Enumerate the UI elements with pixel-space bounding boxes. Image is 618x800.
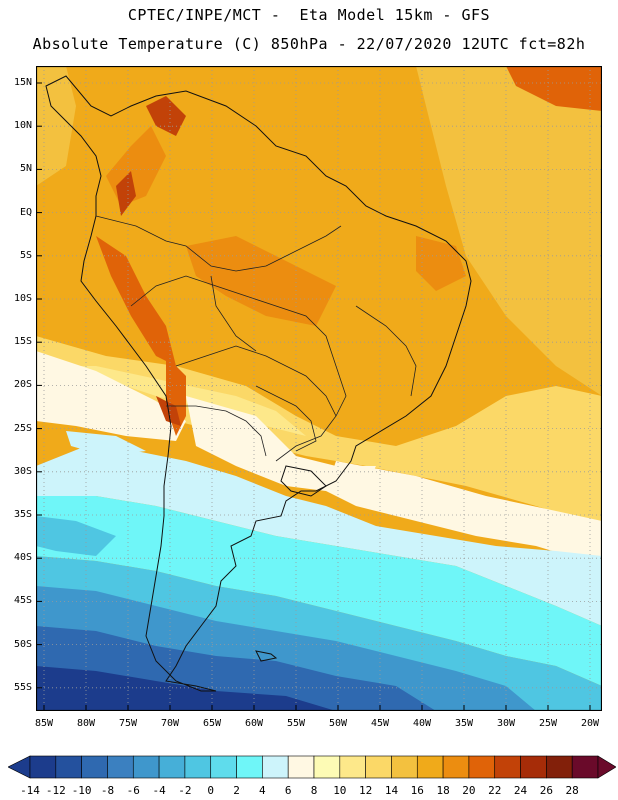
colorbar-label: 20 [462,784,476,797]
colorbar-label: 10 [333,784,347,797]
lon-label: 60W [244,718,264,729]
map-canvas [36,66,602,711]
colorbar-label: 2 [233,784,240,797]
colorbar-label: 14 [384,784,399,797]
colorbar-label: -12 [45,784,66,797]
colorbar-segment [236,755,263,779]
colorbar-label: 18 [436,784,450,797]
colorbar-segment [210,755,237,779]
lat-label: 10S [13,293,32,304]
colorbar-label: 6 [284,784,292,797]
colorbar-segment [520,755,547,779]
colorbar-segment [494,755,521,779]
lon-label: 65W [202,718,222,729]
lon-label: 35W [454,718,474,729]
lon-label: 30W [496,718,516,729]
lat-label: 15S [13,336,32,348]
lon-label: 25W [538,718,558,729]
lon-label: 55W [286,718,306,729]
colorbar-segment [313,755,341,779]
colorbar-low-extend [8,755,31,779]
lat-label: 55S [13,681,32,693]
map-frame [36,66,602,711]
colorbar-segment [546,755,573,779]
colorbar-segment [29,755,57,779]
map-title: CPTEC/INPE/MCT - Eta Model 15km - GFS [127,6,491,24]
colorbar-segment [287,755,315,779]
colorbar-segment [391,755,418,779]
lon-label: 40W [412,718,432,729]
lat-label: 35S [13,509,32,520]
colorbar-label: -4 [152,784,166,797]
colorbar-label: -6 [126,784,140,797]
colorbar-segment [262,755,289,779]
lon-label: 85W [34,718,54,729]
lon-label: 20W [580,718,600,729]
map-subtitle: Absolute Temperature (C) 850hPa - 22/07/… [32,35,586,53]
colorbar-label: -14 [20,784,40,797]
lat-label: 10N [13,120,32,132]
colorbar-label: 22 [488,784,502,797]
lon-label: 80W [76,718,96,729]
colorbar-label: 26 [539,784,553,797]
colorbar-label: -2 [178,784,192,797]
colorbar-segment [416,755,444,779]
colorbar-label: 28 [565,784,579,797]
lat-label: 50S [13,638,32,650]
temperature-map [36,66,602,711]
colorbar-label: 4 [259,784,266,797]
lat-label: 40S [13,552,32,564]
temperature-field [36,66,602,711]
colorbar-segment [468,755,496,779]
colorbar-label: 0 [207,784,215,797]
colorbar-label: -10 [71,784,92,797]
lon-label: 50W [328,718,348,729]
colorbar-label: 8 [310,784,318,797]
lat-label: 30S [13,465,32,477]
colorbar-segment [158,755,186,779]
country-borders [95,215,417,462]
colorbar [8,755,616,779]
colorbar-segment [365,755,392,779]
colorbar-segment [107,755,134,779]
colorbar-label: 12 [359,784,373,797]
lat-label: 5S [19,249,32,261]
lat-label: EQ [19,206,32,218]
coastlines [45,75,472,692]
colorbar-segment [81,755,108,779]
lat-label: 15N [13,77,32,88]
colorbar-high-extend [597,755,616,779]
lat-label: 25S [13,422,32,434]
colorbar-label: -8 [100,784,115,797]
colorbar-segment [184,755,212,779]
lon-label: 70W [160,718,180,729]
colorbar-segment [55,755,82,779]
lon-label: 75W [118,718,138,729]
colorbar-label: 24 [513,784,528,797]
colorbar-segment [132,755,160,779]
colorbar-label: 16 [410,784,424,797]
lon-label: 45W [370,718,390,729]
lat-label: 45S [13,595,32,607]
colorbar-segment [571,755,599,779]
colorbar-segment [339,755,366,779]
lat-label: 5N [19,163,32,175]
colorbar-segment [442,755,470,779]
lat-label: 20S [13,379,32,391]
